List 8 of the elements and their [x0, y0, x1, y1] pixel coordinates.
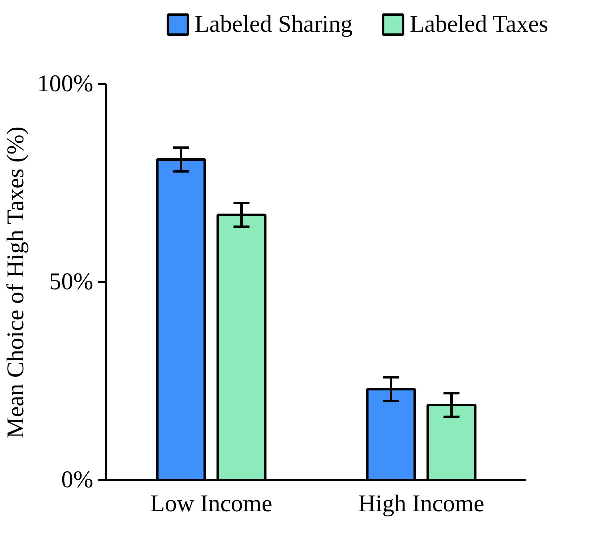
- y-axis-title: Mean Choice of High Taxes (%): [4, 126, 30, 439]
- y-tick-label: 50%: [50, 270, 94, 296]
- y-tick-label: 0%: [62, 468, 94, 494]
- legend-label: Labeled Sharing: [194, 12, 353, 38]
- x-tick-label: High Income: [358, 492, 484, 518]
- y-tick-label: 100%: [38, 72, 94, 98]
- legend-label: Labeled Taxes: [410, 12, 549, 38]
- x-tick-label: Low Income: [150, 492, 272, 518]
